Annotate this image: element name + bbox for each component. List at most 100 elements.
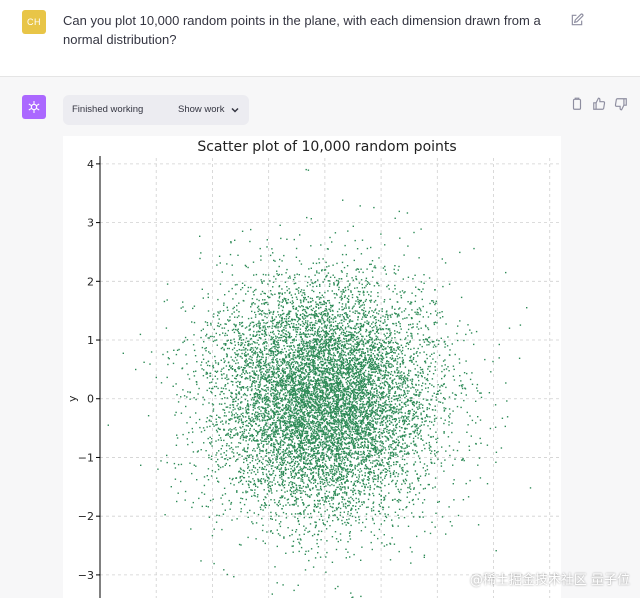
- chevron-down-icon[interactable]: [230, 105, 240, 115]
- scatter-point: [310, 406, 312, 409]
- scatter-point: [407, 392, 409, 394]
- scatter-point: [336, 403, 338, 405]
- scatter-point: [336, 350, 339, 353]
- scatter-point: [390, 332, 392, 334]
- scatter-point: [317, 416, 319, 418]
- scatter-point: [238, 348, 240, 351]
- scatter-point: [394, 448, 396, 450]
- scatter-point: [205, 450, 207, 452]
- scatter-point: [393, 398, 395, 401]
- scatter-point: [347, 326, 349, 328]
- scatter-point: [332, 304, 334, 306]
- scatter-point: [288, 313, 291, 315]
- scatter-point: [359, 493, 361, 495]
- edit-icon[interactable]: [570, 13, 584, 27]
- scatter-point: [338, 410, 340, 412]
- scatter-point: [252, 402, 255, 404]
- scatter-point: [354, 363, 356, 365]
- scatter-point: [324, 378, 326, 381]
- scatter-point: [339, 392, 342, 394]
- scatter-point: [388, 423, 391, 425]
- scatter-point: [276, 390, 279, 392]
- scatter-point: [375, 465, 377, 467]
- scatter-point: [320, 363, 323, 366]
- scatter-point: [408, 409, 410, 412]
- scatter-point: [316, 542, 318, 545]
- scatter-point: [340, 442, 342, 444]
- scatter-point: [290, 345, 292, 347]
- scatter-point: [291, 412, 293, 414]
- scatter-point: [324, 479, 326, 482]
- scatter-point: [390, 436, 392, 438]
- scatter-point: [339, 353, 342, 355]
- scatter-point: [325, 302, 327, 305]
- scatter-point: [231, 329, 234, 331]
- scatter-point: [340, 351, 343, 353]
- scatter-point: [298, 287, 300, 289]
- scatter-point: [257, 360, 259, 363]
- scatter-point: [360, 437, 363, 439]
- scatter-point: [264, 389, 267, 391]
- scatter-point: [331, 314, 334, 316]
- scatter-point: [319, 362, 321, 364]
- show-work-button[interactable]: Show work: [178, 104, 225, 115]
- scatter-point: [318, 401, 321, 403]
- scatter-point: [272, 417, 274, 420]
- scatter-point: [302, 325, 304, 327]
- scatter-point: [328, 440, 330, 442]
- scatter-point: [268, 490, 270, 493]
- scatter-point: [277, 362, 279, 364]
- scatter-point: [261, 529, 264, 532]
- thumbs-up-icon[interactable]: [592, 97, 606, 111]
- scatter-point: [251, 298, 254, 300]
- scatter-point: [345, 524, 347, 526]
- scatter-point: [270, 293, 272, 295]
- scatter-point: [291, 465, 293, 468]
- scatter-point: [417, 427, 420, 429]
- scatter-point: [189, 398, 191, 400]
- scatter-point: [332, 349, 334, 351]
- scatter-point: [220, 448, 222, 450]
- scatter-point: [375, 364, 378, 366]
- scatter-point: [263, 489, 265, 491]
- scatter-point: [329, 353, 331, 356]
- scatter-point: [414, 311, 416, 313]
- scatter-point: [382, 357, 385, 360]
- scatter-point: [309, 489, 312, 491]
- scatter-point: [405, 506, 407, 509]
- scatter-point: [299, 370, 301, 372]
- scatter-point: [374, 265, 376, 267]
- scatter-point: [328, 355, 330, 357]
- scatter-point: [363, 483, 365, 486]
- thumbs-down-icon[interactable]: [614, 97, 628, 111]
- scatter-point: [384, 244, 386, 246]
- scatter-point: [230, 437, 232, 439]
- scatter-point: [268, 457, 270, 459]
- scatter-point: [314, 478, 316, 481]
- scatter-point: [293, 392, 295, 395]
- clipboard-icon[interactable]: [570, 97, 584, 111]
- scatter-point: [289, 535, 291, 537]
- scatter-point: [286, 432, 288, 434]
- scatter-point: [360, 446, 362, 449]
- scatter-point: [331, 396, 334, 398]
- scatter-point: [320, 389, 322, 392]
- scatter-point: [364, 406, 366, 409]
- scatter-point: [324, 339, 327, 341]
- scatter-point: [265, 274, 267, 276]
- scatter-point: [261, 398, 263, 401]
- scatter-point: [290, 472, 293, 475]
- scatter-point: [288, 462, 290, 465]
- scatter-point: [265, 372, 268, 374]
- scatter-point: [373, 427, 375, 429]
- scatter-point: [408, 436, 411, 438]
- scatter-point: [288, 429, 290, 431]
- scatter-point: [349, 354, 352, 356]
- scatter-point: [313, 426, 316, 429]
- scatter-point: [281, 400, 283, 403]
- scatter-point: [166, 283, 169, 285]
- scatter-point: [372, 321, 374, 323]
- scatter-point: [219, 393, 221, 396]
- scatter-point: [268, 364, 271, 366]
- scatter-point: [324, 321, 326, 323]
